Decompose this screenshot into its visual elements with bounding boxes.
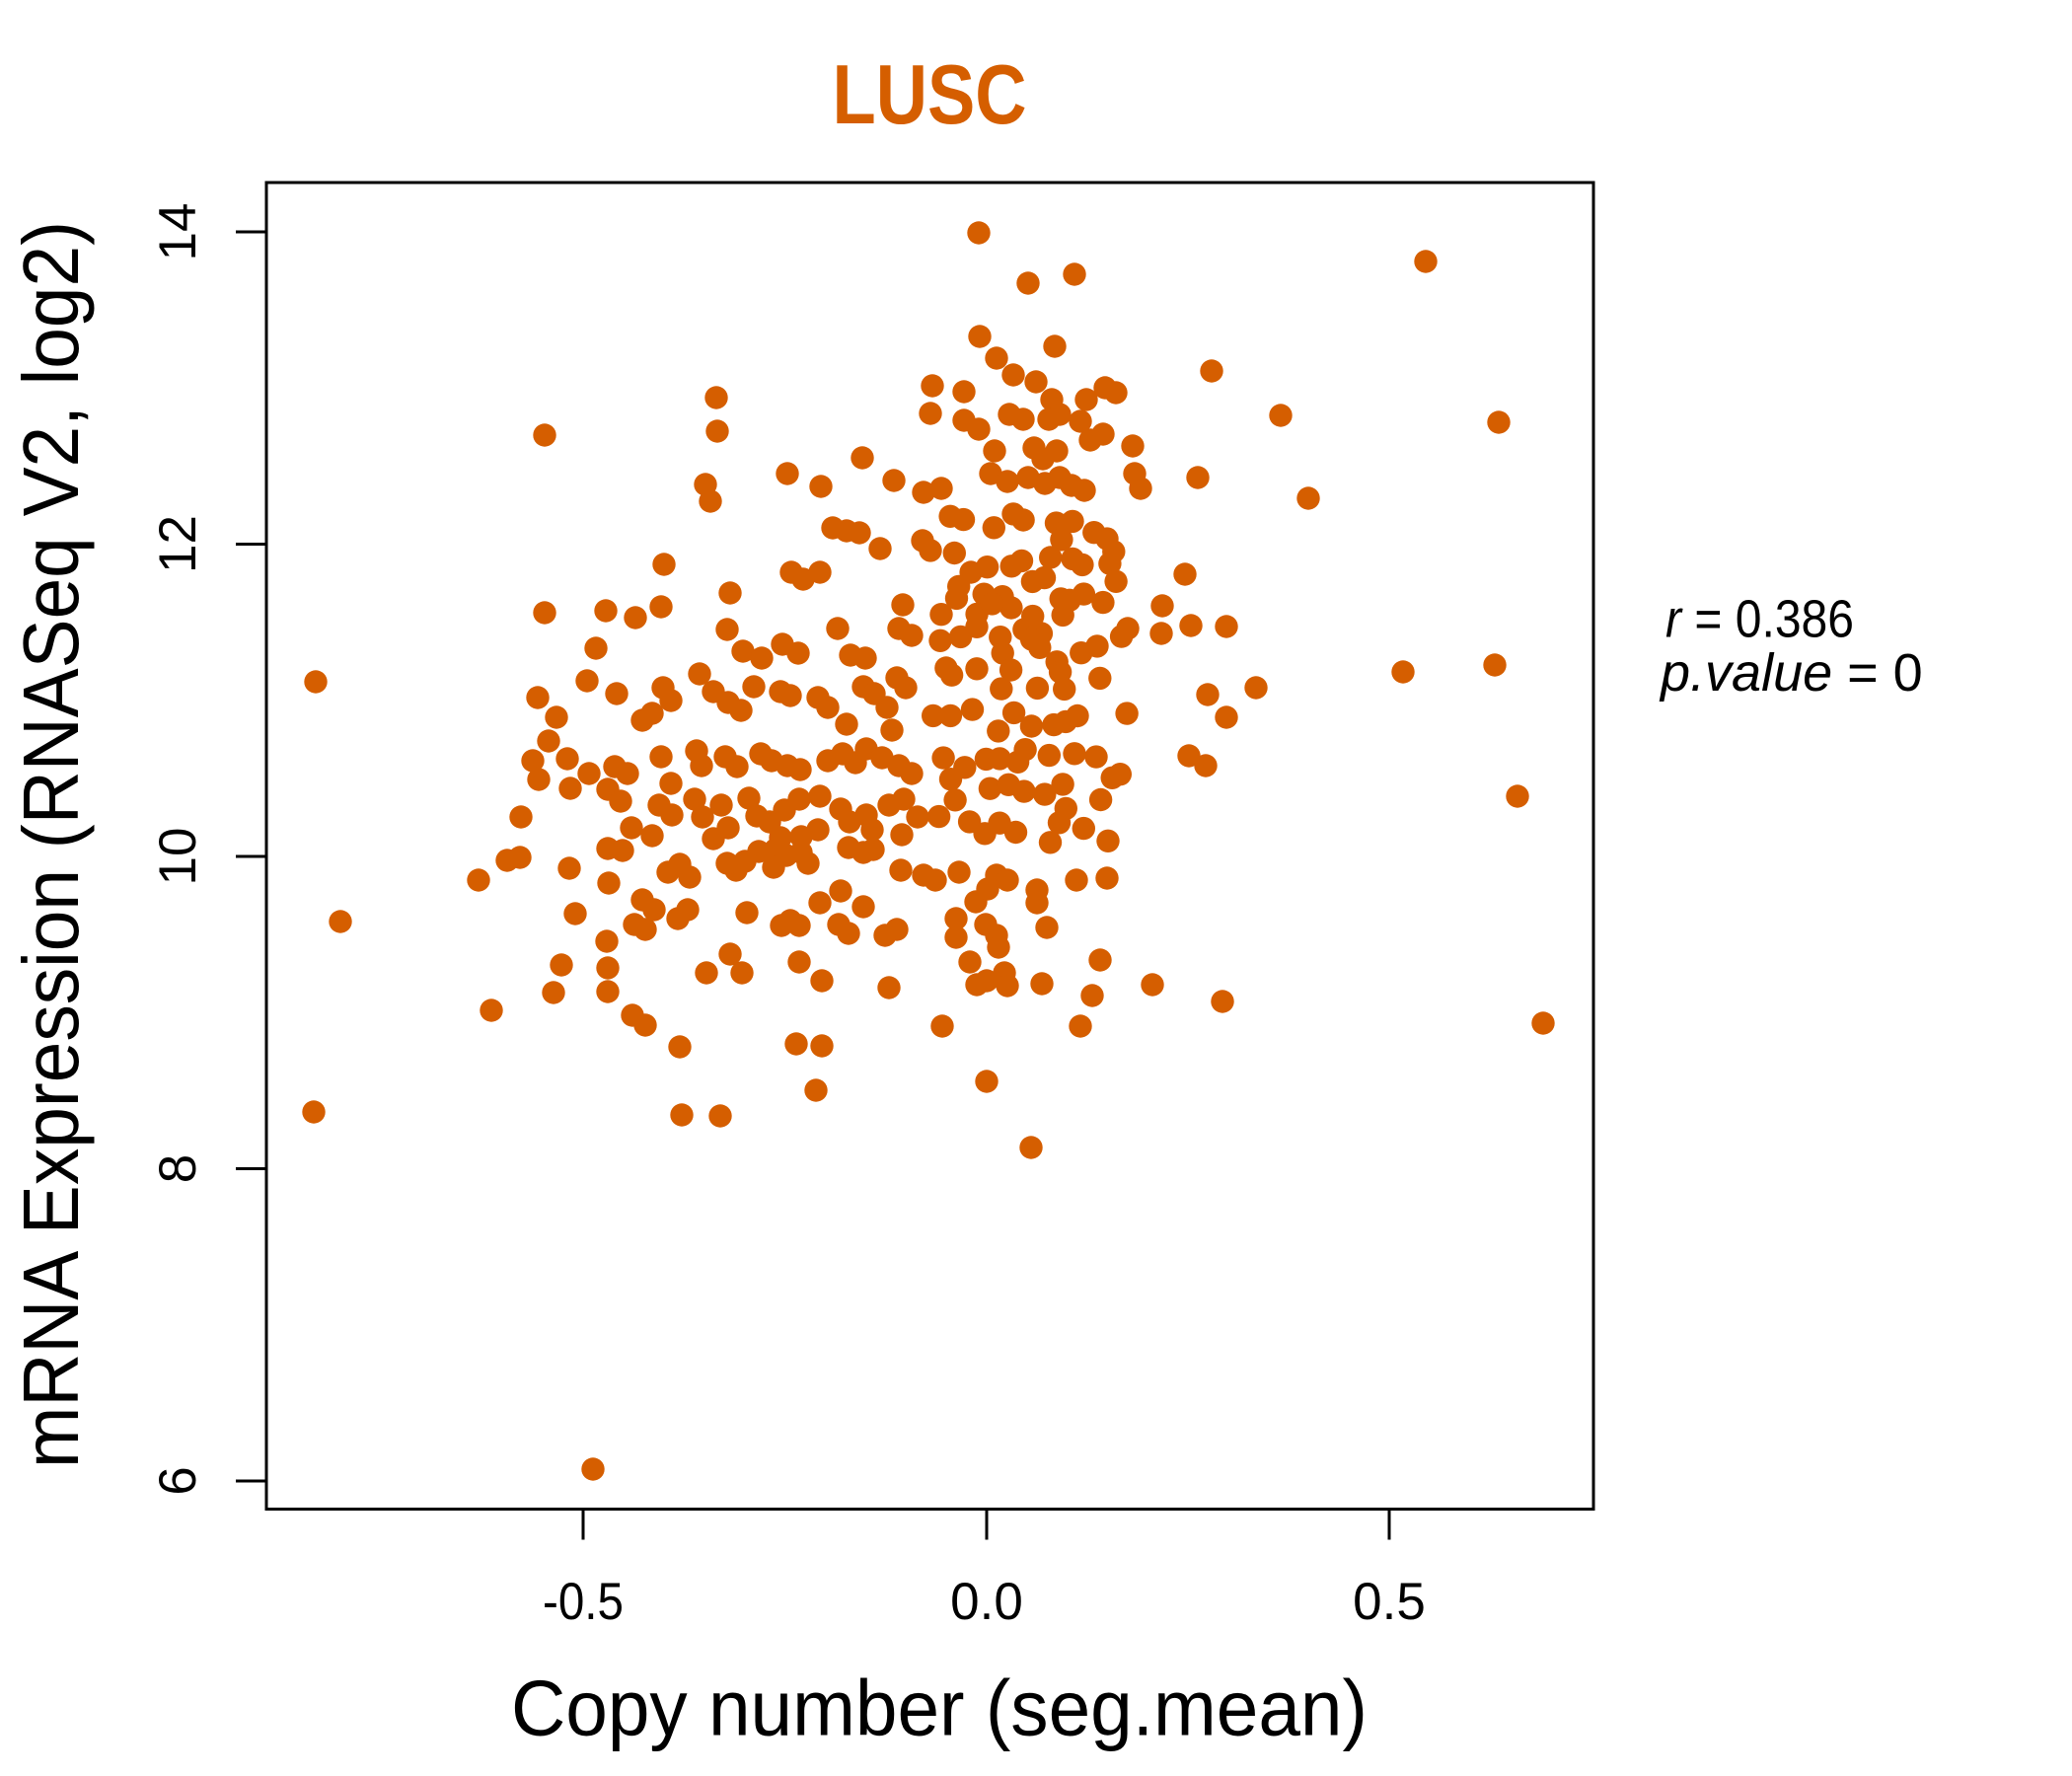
svg-text:LUSC: LUSC: [833, 48, 1027, 142]
svg-text:8: 8: [149, 1154, 207, 1183]
svg-text:0.0: 0.0: [950, 1573, 1023, 1631]
svg-text:mRNA Expression (RNASeq V2, lo: mRNA Expression (RNASeq V2, log2): [7, 221, 95, 1468]
svg-text:Copy number (seg.mean): Copy number (seg.mean): [511, 1665, 1368, 1752]
svg-text:-0.5: -0.5: [543, 1573, 624, 1631]
svg-text:6: 6: [149, 1466, 207, 1495]
svg-text:10: 10: [149, 828, 207, 886]
svg-text:14: 14: [149, 203, 207, 261]
svg-text:p.value = 0: p.value = 0: [1659, 643, 1923, 703]
svg-text:12: 12: [149, 515, 207, 573]
svg-text:0.5: 0.5: [1353, 1573, 1426, 1631]
svg-text:r = 0.386: r = 0.386: [1665, 590, 1854, 649]
